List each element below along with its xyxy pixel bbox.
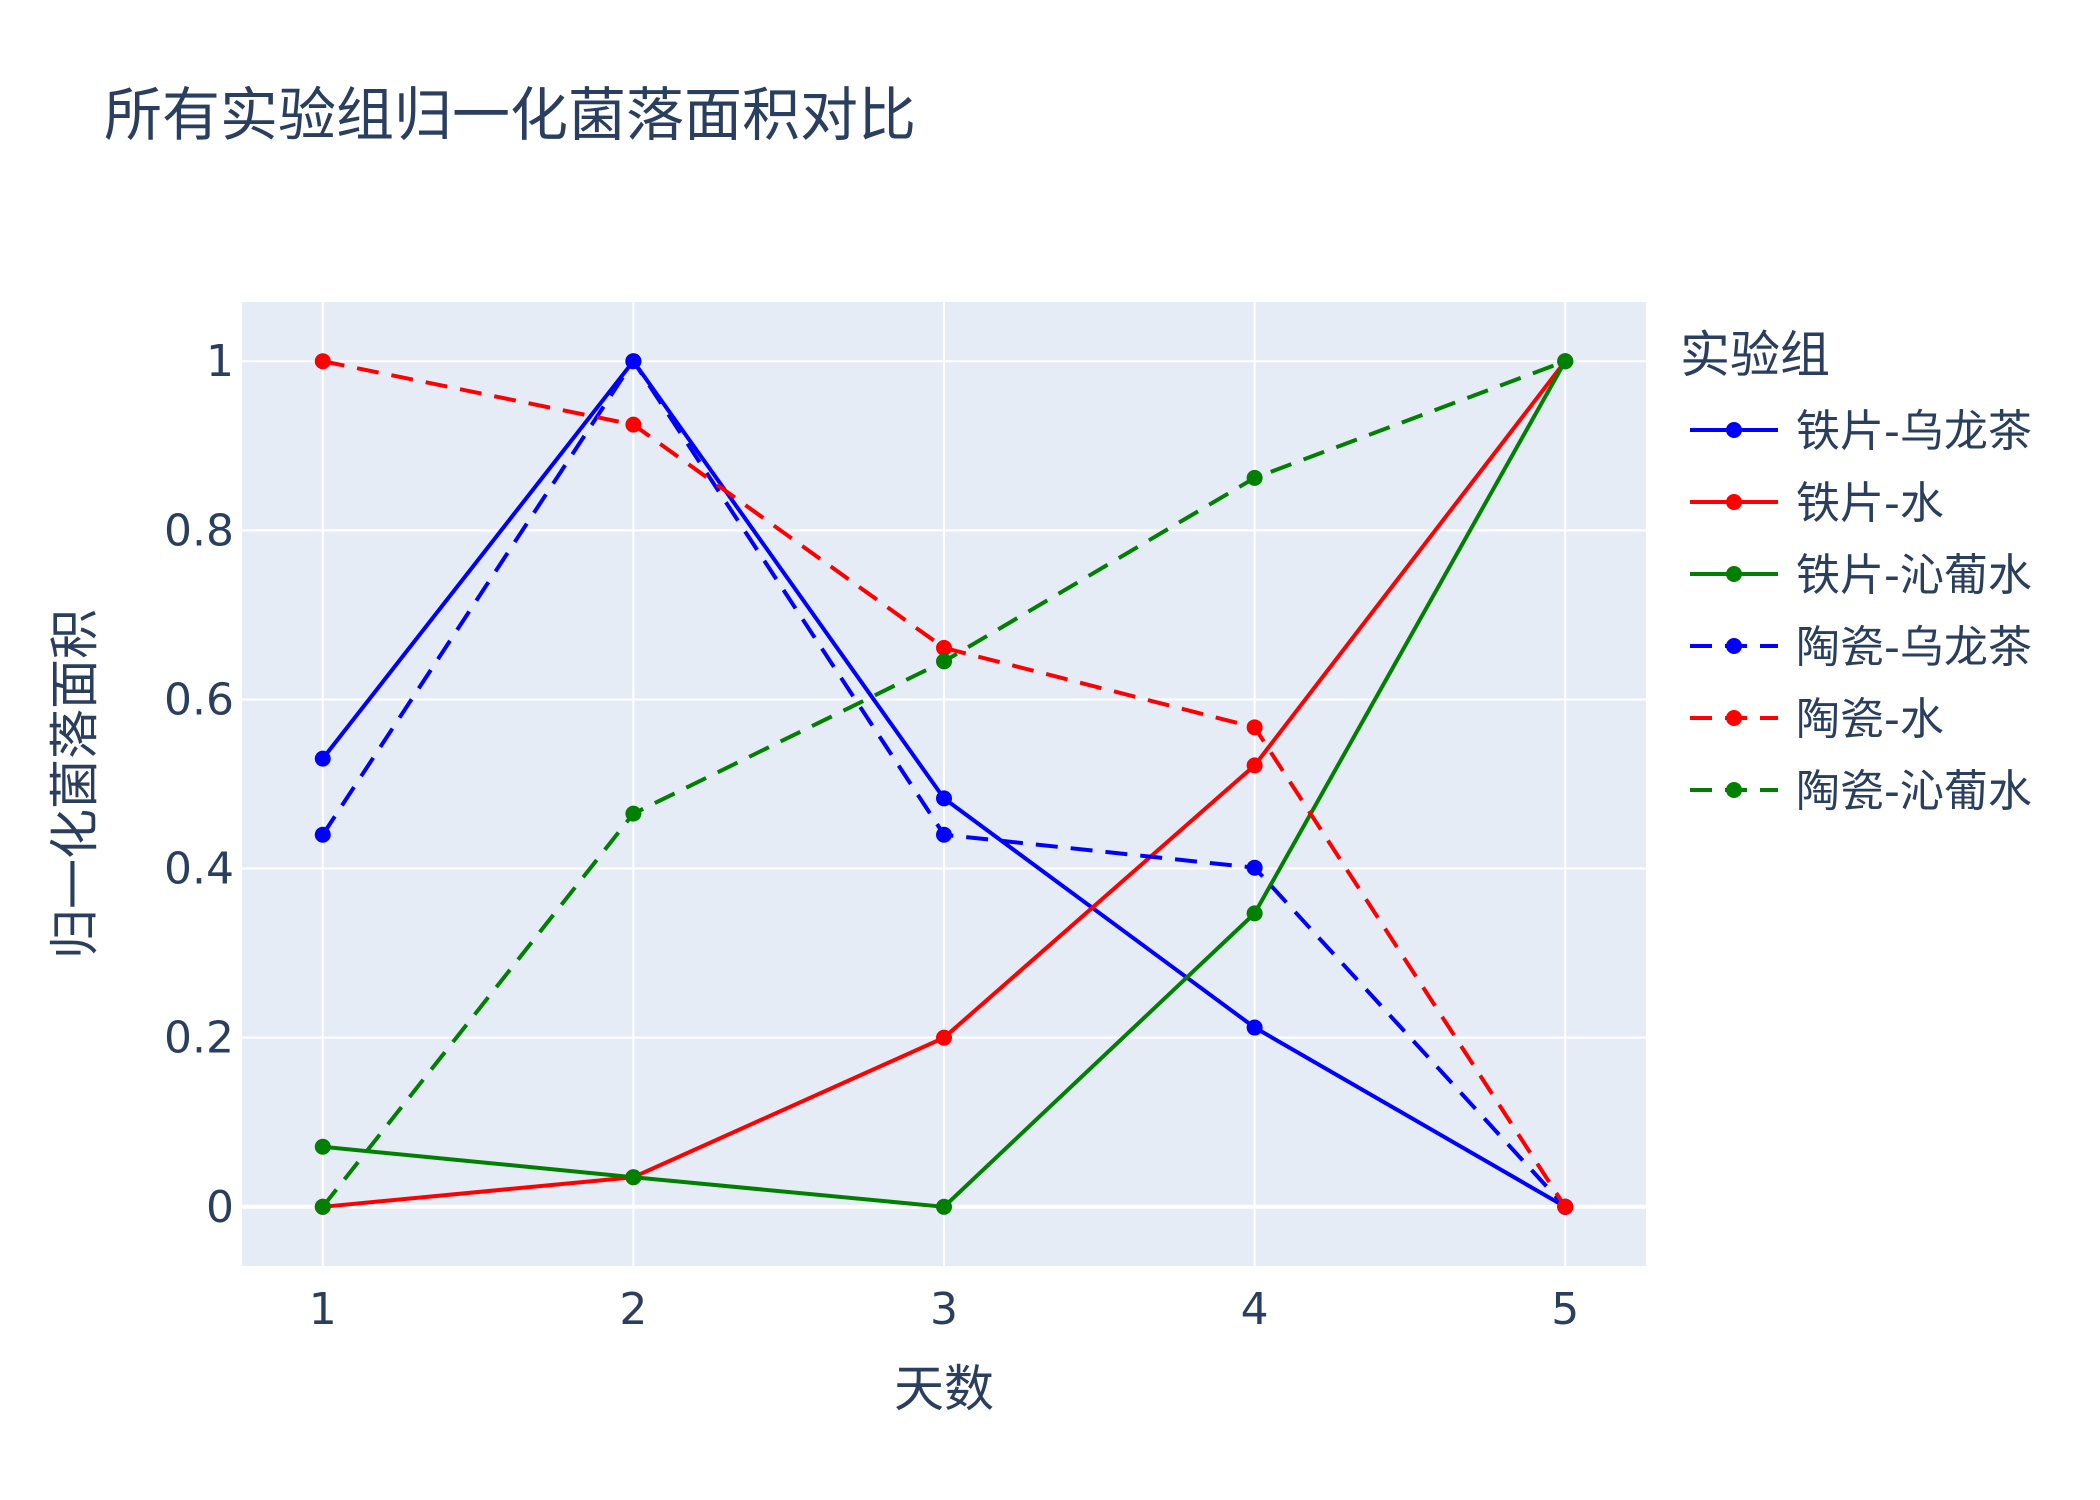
data-point[interactable] <box>1246 469 1263 486</box>
series-line[interactable] <box>322 359 1567 1208</box>
x-tick-label: 3 <box>930 1284 958 1335</box>
data-point[interactable] <box>936 790 952 807</box>
y-tick-label: 0 <box>206 1182 234 1233</box>
data-point[interactable] <box>1557 1198 1574 1215</box>
legend-item[interactable]: 陶瓷-乌龙茶 <box>1690 622 2032 673</box>
legend-title: 实验组 <box>1680 326 1830 384</box>
data-point[interactable] <box>314 1138 331 1155</box>
x-axis-title: 天数 <box>894 1360 994 1418</box>
legend-swatch-marker <box>1726 422 1742 438</box>
data-point[interactable] <box>314 826 331 843</box>
data-point[interactable] <box>314 1198 331 1215</box>
data-point[interactable] <box>1246 719 1263 736</box>
series-5[interactable] <box>314 353 1574 1215</box>
data-point[interactable] <box>1246 859 1263 876</box>
data-point[interactable] <box>1246 1019 1263 1036</box>
data-point[interactable] <box>625 805 642 822</box>
series-6[interactable] <box>314 353 1574 1215</box>
legend-item[interactable]: 铁片-沁葡水 <box>1690 550 2032 601</box>
data-point[interactable] <box>314 353 331 370</box>
legend-swatch-marker <box>1726 710 1742 726</box>
data-point[interactable] <box>625 353 642 370</box>
y-tick-label: 0.2 <box>164 1013 234 1064</box>
data-point[interactable] <box>625 1169 642 1186</box>
y-tick-label: 0.6 <box>164 674 234 725</box>
legend-swatch-marker <box>1726 494 1742 510</box>
x-tick-label: 5 <box>1551 1284 1579 1335</box>
chart-title: 所有实验组归一化菌落面积对比 <box>104 81 917 149</box>
x-tick-label: 1 <box>309 1284 337 1335</box>
data-point[interactable] <box>314 750 331 767</box>
legend-swatch-marker <box>1726 566 1742 582</box>
data-point[interactable] <box>1557 353 1574 370</box>
legend-label: 铁片-水 <box>1796 478 1944 529</box>
data-point[interactable] <box>936 1198 952 1215</box>
x-tick-label: 4 <box>1241 1284 1269 1335</box>
data-point[interactable] <box>1246 905 1263 922</box>
legend-label: 铁片-沁葡水 <box>1796 550 2032 601</box>
data-point[interactable] <box>1246 757 1263 774</box>
data-point[interactable] <box>936 826 952 843</box>
legend-item[interactable]: 陶瓷-水 <box>1690 694 1944 745</box>
legend-label: 陶瓷-乌龙茶 <box>1796 622 2032 673</box>
y-tick-label: 0.8 <box>164 505 234 556</box>
y-tick-label: 0.4 <box>164 844 234 895</box>
y-tick-label: 1 <box>206 336 234 387</box>
legend-label: 陶瓷-沁葡水 <box>1796 766 2032 817</box>
x-tick-label: 2 <box>619 1284 647 1335</box>
legend-item[interactable]: 陶瓷-沁葡水 <box>1690 766 2032 817</box>
legend-swatch-marker <box>1726 638 1742 654</box>
legend-swatch-marker <box>1726 782 1742 798</box>
data-point[interactable] <box>936 1029 952 1046</box>
data-point[interactable] <box>936 639 952 656</box>
series-layer <box>314 353 1574 1215</box>
legend-label: 铁片-乌龙茶 <box>1796 406 2032 457</box>
data-point[interactable] <box>936 653 952 670</box>
legend-item[interactable]: 铁片-乌龙茶 <box>1690 406 2032 457</box>
legend-item[interactable]: 铁片-水 <box>1690 478 1944 529</box>
y-axis-title: 归一化菌落面积 <box>46 609 104 959</box>
data-point[interactable] <box>625 416 642 433</box>
legend-label: 陶瓷-水 <box>1796 694 1944 745</box>
tick-labels: 1 2 3 4 5 0 0.2 0.4 0.6 0.8 1 <box>164 336 1579 1335</box>
